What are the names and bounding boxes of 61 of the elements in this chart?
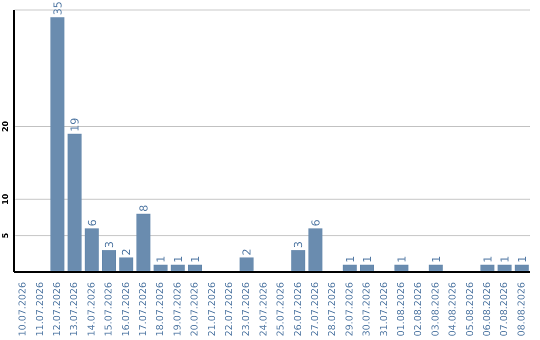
x-tick-label: 12.07.2026 xyxy=(52,282,63,336)
data-label: 1 xyxy=(154,256,168,263)
x-tick-label: 03.08.2026 xyxy=(430,282,442,336)
data-label: 2 xyxy=(120,248,134,256)
x-tick-label: 31.07.2026 xyxy=(378,282,390,336)
x-tick-label: 18.07.2026 xyxy=(155,282,166,336)
data-label: 6 xyxy=(86,219,99,226)
data-label: 8 xyxy=(137,204,150,212)
data-label: 1 xyxy=(361,256,374,263)
x-tick-label: 17.07.2026 xyxy=(138,282,149,336)
x-tick-label: 21.07.2026 xyxy=(206,282,218,336)
data-label: 1 xyxy=(172,256,185,263)
x-tick-label: 06.08.2026 xyxy=(482,282,493,336)
bar xyxy=(136,214,150,272)
x-tick-label: 08.08.2026 xyxy=(516,282,528,336)
bar xyxy=(102,250,116,272)
data-label: 1 xyxy=(189,256,202,263)
x-tick-label: 05.08.2026 xyxy=(464,282,476,336)
x-tick-label: 02.08.2026 xyxy=(413,282,424,336)
x-tick-label: 16.07.2026 xyxy=(120,282,132,336)
data-label: 6 xyxy=(309,219,322,226)
x-tick-label: 28.07.2026 xyxy=(327,282,338,336)
x-tick-label: 04.08.2026 xyxy=(448,282,459,336)
x-tick-label: 22.07.2026 xyxy=(224,282,235,336)
y-tick-label: 5 xyxy=(1,232,10,238)
bar xyxy=(68,134,82,272)
bar xyxy=(50,17,64,272)
x-tick-label: 13.07.2026 xyxy=(69,282,80,336)
x-tick-label: 24.07.2026 xyxy=(258,282,270,336)
x-tick-label: 11.07.2026 xyxy=(34,282,46,336)
x-tick-label: 01.08.2026 xyxy=(396,282,407,336)
x-tick-label: 23.07.2026 xyxy=(241,282,252,336)
data-label: 2 xyxy=(240,248,254,256)
x-tick-label: 19.07.2026 xyxy=(172,282,184,336)
x-tick-label: 25.07.2026 xyxy=(276,282,287,336)
bar xyxy=(84,228,99,272)
data-label: 19 xyxy=(68,118,82,132)
bar xyxy=(240,257,254,272)
data-label: 3 xyxy=(103,241,116,248)
x-tick-label: 10.07.2026 xyxy=(18,282,29,336)
x-tick-label: 29.07.2026 xyxy=(344,282,356,336)
x-tick-label: 07.08.2026 xyxy=(499,282,510,336)
bar xyxy=(291,250,306,272)
data-label: 35 xyxy=(51,1,64,16)
data-label: 1 xyxy=(481,256,494,263)
x-tick-label: 26.07.2026 xyxy=(292,282,304,336)
data-label: 1 xyxy=(430,256,443,263)
bar xyxy=(119,257,134,272)
x-tick-label: 27.07.2026 xyxy=(310,282,321,336)
data-label: 3 xyxy=(292,241,306,248)
x-tick-label: 14.07.2026 xyxy=(86,282,98,336)
data-label: 1 xyxy=(344,256,357,263)
data-label: 1 xyxy=(516,256,529,263)
y-tick-label: 20 xyxy=(1,120,10,132)
data-label: 1 xyxy=(395,256,408,263)
bar xyxy=(308,228,322,272)
y-tick-label: 10 xyxy=(1,193,10,205)
data-label: 1 xyxy=(498,256,512,263)
x-tick-label: 20.07.2026 xyxy=(190,282,201,336)
x-tick-label: 15.07.2026 xyxy=(104,282,115,336)
x-tick-label: 30.07.2026 xyxy=(362,282,373,336)
